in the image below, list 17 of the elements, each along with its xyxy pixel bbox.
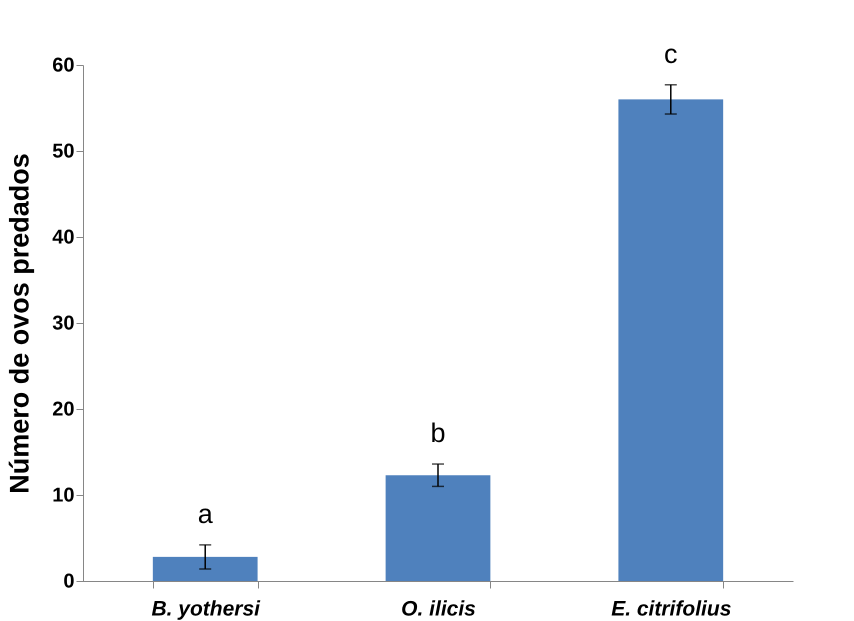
y-tick-label: 0	[63, 570, 74, 592]
bar	[618, 99, 724, 581]
y-tick-label: 60	[52, 54, 74, 76]
y-tick-label: 40	[52, 226, 74, 248]
x-tick-label: E. citrifolius	[611, 598, 732, 620]
annotation: a	[198, 498, 214, 529]
bar	[386, 475, 490, 581]
x-tick-label: B. yothersi	[151, 598, 262, 620]
x-tick-label: O. ilicis	[401, 598, 476, 620]
annotation: c	[664, 38, 678, 69]
y-tick-label: 20	[52, 398, 74, 420]
y-tick-label: 10	[52, 484, 74, 506]
bar	[152, 556, 258, 581]
y-axis-title: Número de ovos predados	[4, 153, 34, 494]
annotation: b	[430, 418, 446, 448]
y-tick-label: 50	[52, 140, 74, 162]
y-tick-label: 30	[52, 312, 74, 334]
